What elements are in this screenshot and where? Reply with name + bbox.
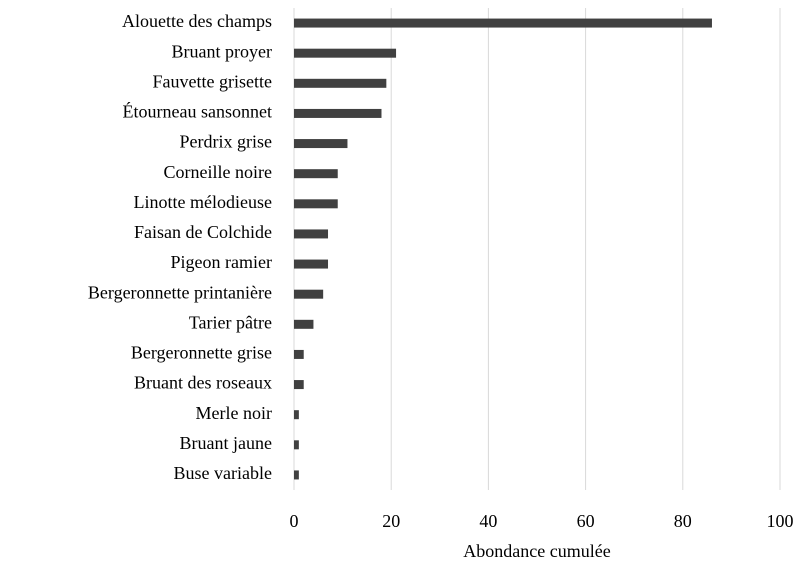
bar [294,470,299,480]
bar [294,139,348,149]
x-tick-label: 100 [767,511,794,531]
y-tick-label: Bergeronnette printanière [88,282,272,302]
y-tick-label: Pigeon ramier [171,252,272,272]
bar [294,199,338,209]
bar [294,229,329,239]
x-tick-label: 60 [577,511,595,531]
y-tick-label: Linotte mélodieuse [134,192,272,212]
y-tick-label: Buse variable [174,463,272,483]
bar [294,349,304,359]
y-tick-label: Tarier pâtre [189,312,272,332]
x-tick-label: 40 [479,511,497,531]
bar [294,319,314,329]
bar [294,78,387,88]
bar [294,380,304,390]
bar [294,48,397,58]
y-tick-label: Bergeronnette grise [131,343,272,363]
x-tick-label: 80 [674,511,692,531]
bar [294,108,382,118]
x-axis-label: Abondance cumulée [463,541,610,561]
bar [294,169,338,179]
y-tick-label: Bruant des roseaux [134,373,272,393]
y-tick-label: Perdrix grise [180,132,272,152]
bar [294,410,299,420]
y-tick-label: Alouette des champs [122,11,272,31]
bar [294,289,324,299]
y-tick-label: Merle noir [196,403,272,423]
bar [294,440,299,450]
y-tick-label: Faisan de Colchide [134,222,272,242]
bar [294,259,329,269]
x-tick-label: 20 [382,511,400,531]
y-tick-label: Bruant proyer [172,41,272,61]
x-tick-label: 0 [290,511,299,531]
y-tick-label: Corneille noire [164,162,272,182]
bar [294,18,712,28]
y-tick-label: Bruant jaune [180,433,272,453]
y-tick-label: Étourneau sansonnet [123,101,272,122]
y-tick-label: Fauvette grisette [153,71,272,91]
